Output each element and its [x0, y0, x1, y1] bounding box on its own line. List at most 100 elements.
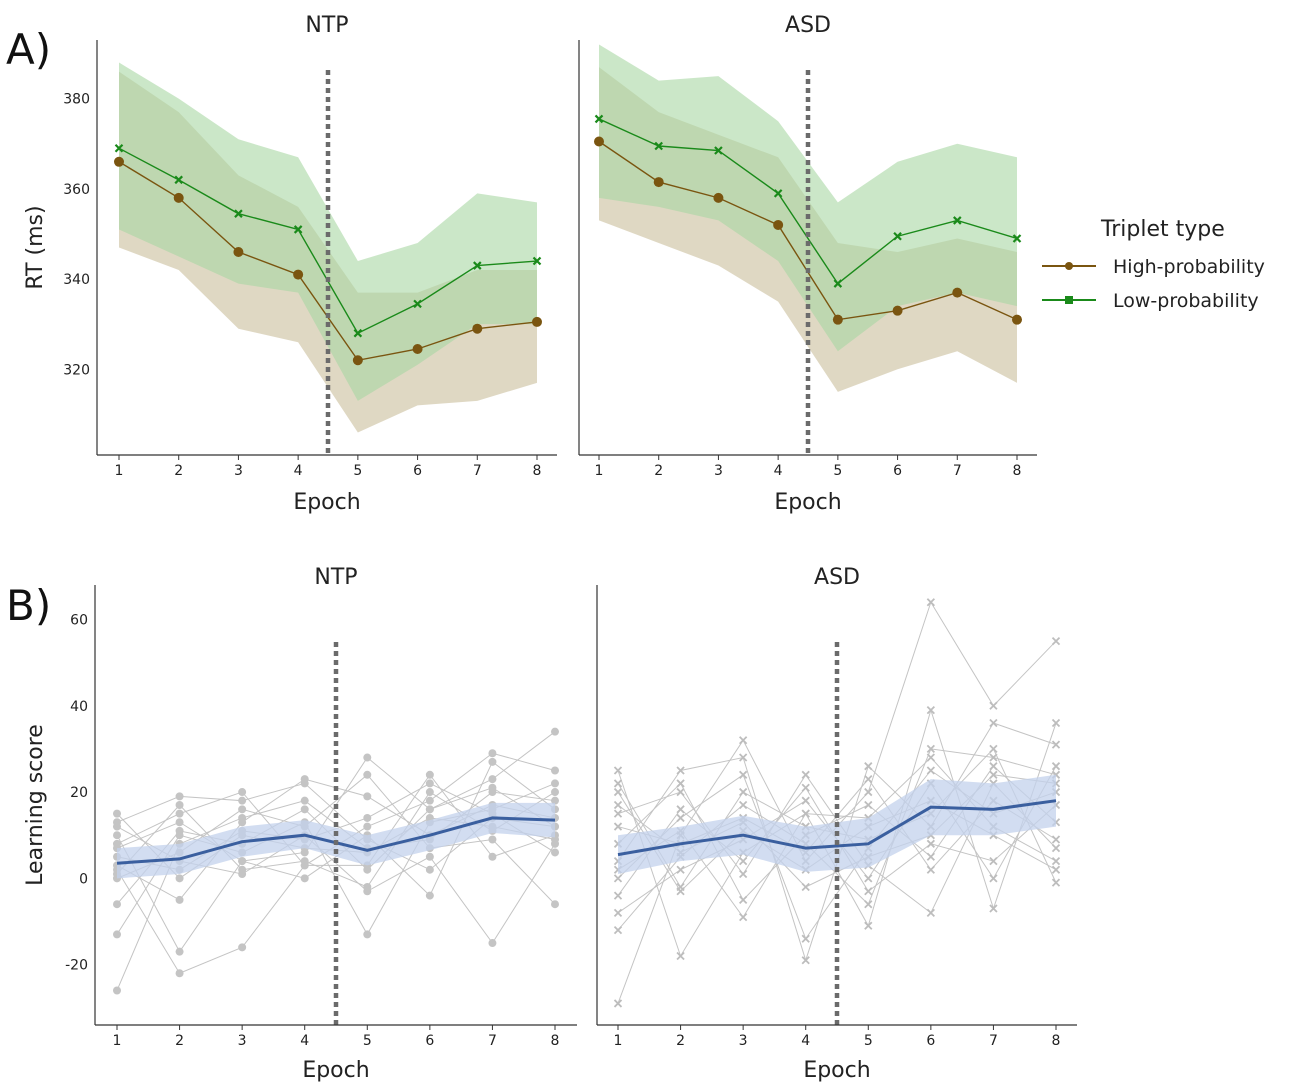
participant-point [676, 813, 685, 823]
x-tick-label: 5 [353, 463, 362, 479]
participant-point [676, 951, 685, 961]
participant-point [175, 874, 184, 883]
participant-line [617, 765, 1057, 901]
data-point-low [114, 143, 124, 153]
participant-point [926, 753, 935, 762]
participant-point [363, 813, 372, 822]
participant-point [113, 831, 121, 840]
participant-point [551, 788, 559, 797]
x-tick-label: 1 [595, 463, 604, 479]
x-tick-label: 7 [953, 463, 962, 479]
participant-point [425, 770, 434, 779]
participant-point [551, 900, 559, 909]
data-point-high [233, 247, 244, 258]
participant-point [175, 801, 184, 809]
participant-point [739, 895, 748, 905]
participant-point [926, 908, 935, 917]
participant-point [864, 900, 873, 909]
data-point-low [234, 209, 243, 218]
x-tick-label: 3 [714, 463, 723, 479]
participant-point [613, 779, 623, 788]
y-tick-label: 20 [70, 785, 88, 801]
participant-point [238, 865, 247, 874]
participant-point [801, 783, 810, 792]
participant-point [300, 796, 309, 805]
participant-point [864, 774, 873, 784]
participant-point [488, 852, 497, 861]
data-point-low [413, 299, 422, 309]
y-axis-label: RT (ms) [23, 205, 48, 289]
data-point-low [893, 231, 902, 241]
participant-point [300, 857, 309, 866]
participant-point [801, 956, 810, 965]
x-tick-label: 2 [175, 1033, 184, 1049]
participant-point [613, 999, 623, 1008]
x-tick-label: 4 [774, 463, 783, 479]
participant-point [1051, 865, 1061, 874]
participant-point [175, 818, 184, 827]
y-tick-label: 40 [70, 699, 88, 715]
data-point-high [952, 287, 963, 298]
data-point-high [892, 305, 903, 316]
participant-point [551, 779, 559, 788]
data-point-high [713, 192, 724, 203]
x-tick-label: 3 [739, 1033, 748, 1049]
legend-label-high: High-probability [1113, 256, 1265, 278]
x-tick-label: 3 [234, 463, 243, 479]
participant-point [1051, 762, 1061, 771]
participant-point [801, 934, 810, 943]
participant-point [425, 805, 434, 814]
legend: Triplet type High-probability Low-probab… [1042, 217, 1265, 312]
legend-label-low: Low-probability [1113, 290, 1259, 312]
participant-point [926, 598, 935, 607]
x-tick-label: 5 [833, 463, 842, 479]
participant-point [864, 762, 873, 771]
participant-point [801, 882, 810, 892]
participant-point [1051, 718, 1061, 728]
participant-point [425, 796, 434, 805]
data-point-low [654, 141, 663, 151]
participant-point [739, 787, 748, 797]
x-tick-label: 4 [294, 463, 303, 479]
data-point-high [352, 355, 363, 366]
participant-point [1051, 844, 1061, 853]
data-point-low [293, 225, 303, 234]
participant-point [175, 792, 184, 801]
panel-letter-b: B) [6, 581, 51, 630]
participant-point [425, 779, 434, 788]
participant-point [613, 908, 623, 917]
participant-point [238, 788, 247, 797]
mean-line [617, 799, 1057, 857]
data-point-high [412, 343, 423, 354]
participant-point [613, 822, 623, 831]
participant-point [739, 800, 748, 810]
participant-point [363, 770, 372, 779]
participant-point [989, 856, 998, 866]
x-tick-label: 7 [488, 1033, 497, 1049]
participant-point [238, 857, 247, 866]
panel-title: NTP [305, 13, 348, 38]
participant-line [116, 773, 556, 866]
participant-point [676, 787, 685, 797]
participant-point [1051, 740, 1061, 749]
participant-point [801, 770, 810, 779]
participant-point [864, 921, 873, 930]
chart-panel-a-asd: 1 2 3 4 5 6 7 8 ASD Epoch [578, 13, 1037, 515]
data-point-low [953, 216, 962, 225]
participant-point [926, 744, 935, 754]
chart-panel-b-asd: 1 2 3 4 5 6 7 8 ASD Epoch [596, 565, 1077, 1083]
participant-point [739, 869, 748, 879]
data-point-high [173, 192, 184, 203]
data-point-high [653, 177, 664, 188]
participant-point [175, 947, 184, 956]
x-axis-label: Epoch [803, 1058, 870, 1083]
participant-point [989, 718, 998, 728]
participant-point [175, 809, 184, 818]
participant-point [989, 744, 998, 754]
participant-point [989, 874, 998, 883]
participant-point [300, 805, 309, 814]
data-point-low [773, 189, 783, 198]
participant-point [989, 770, 998, 779]
participant-point [613, 766, 623, 775]
participant-point [676, 779, 685, 788]
